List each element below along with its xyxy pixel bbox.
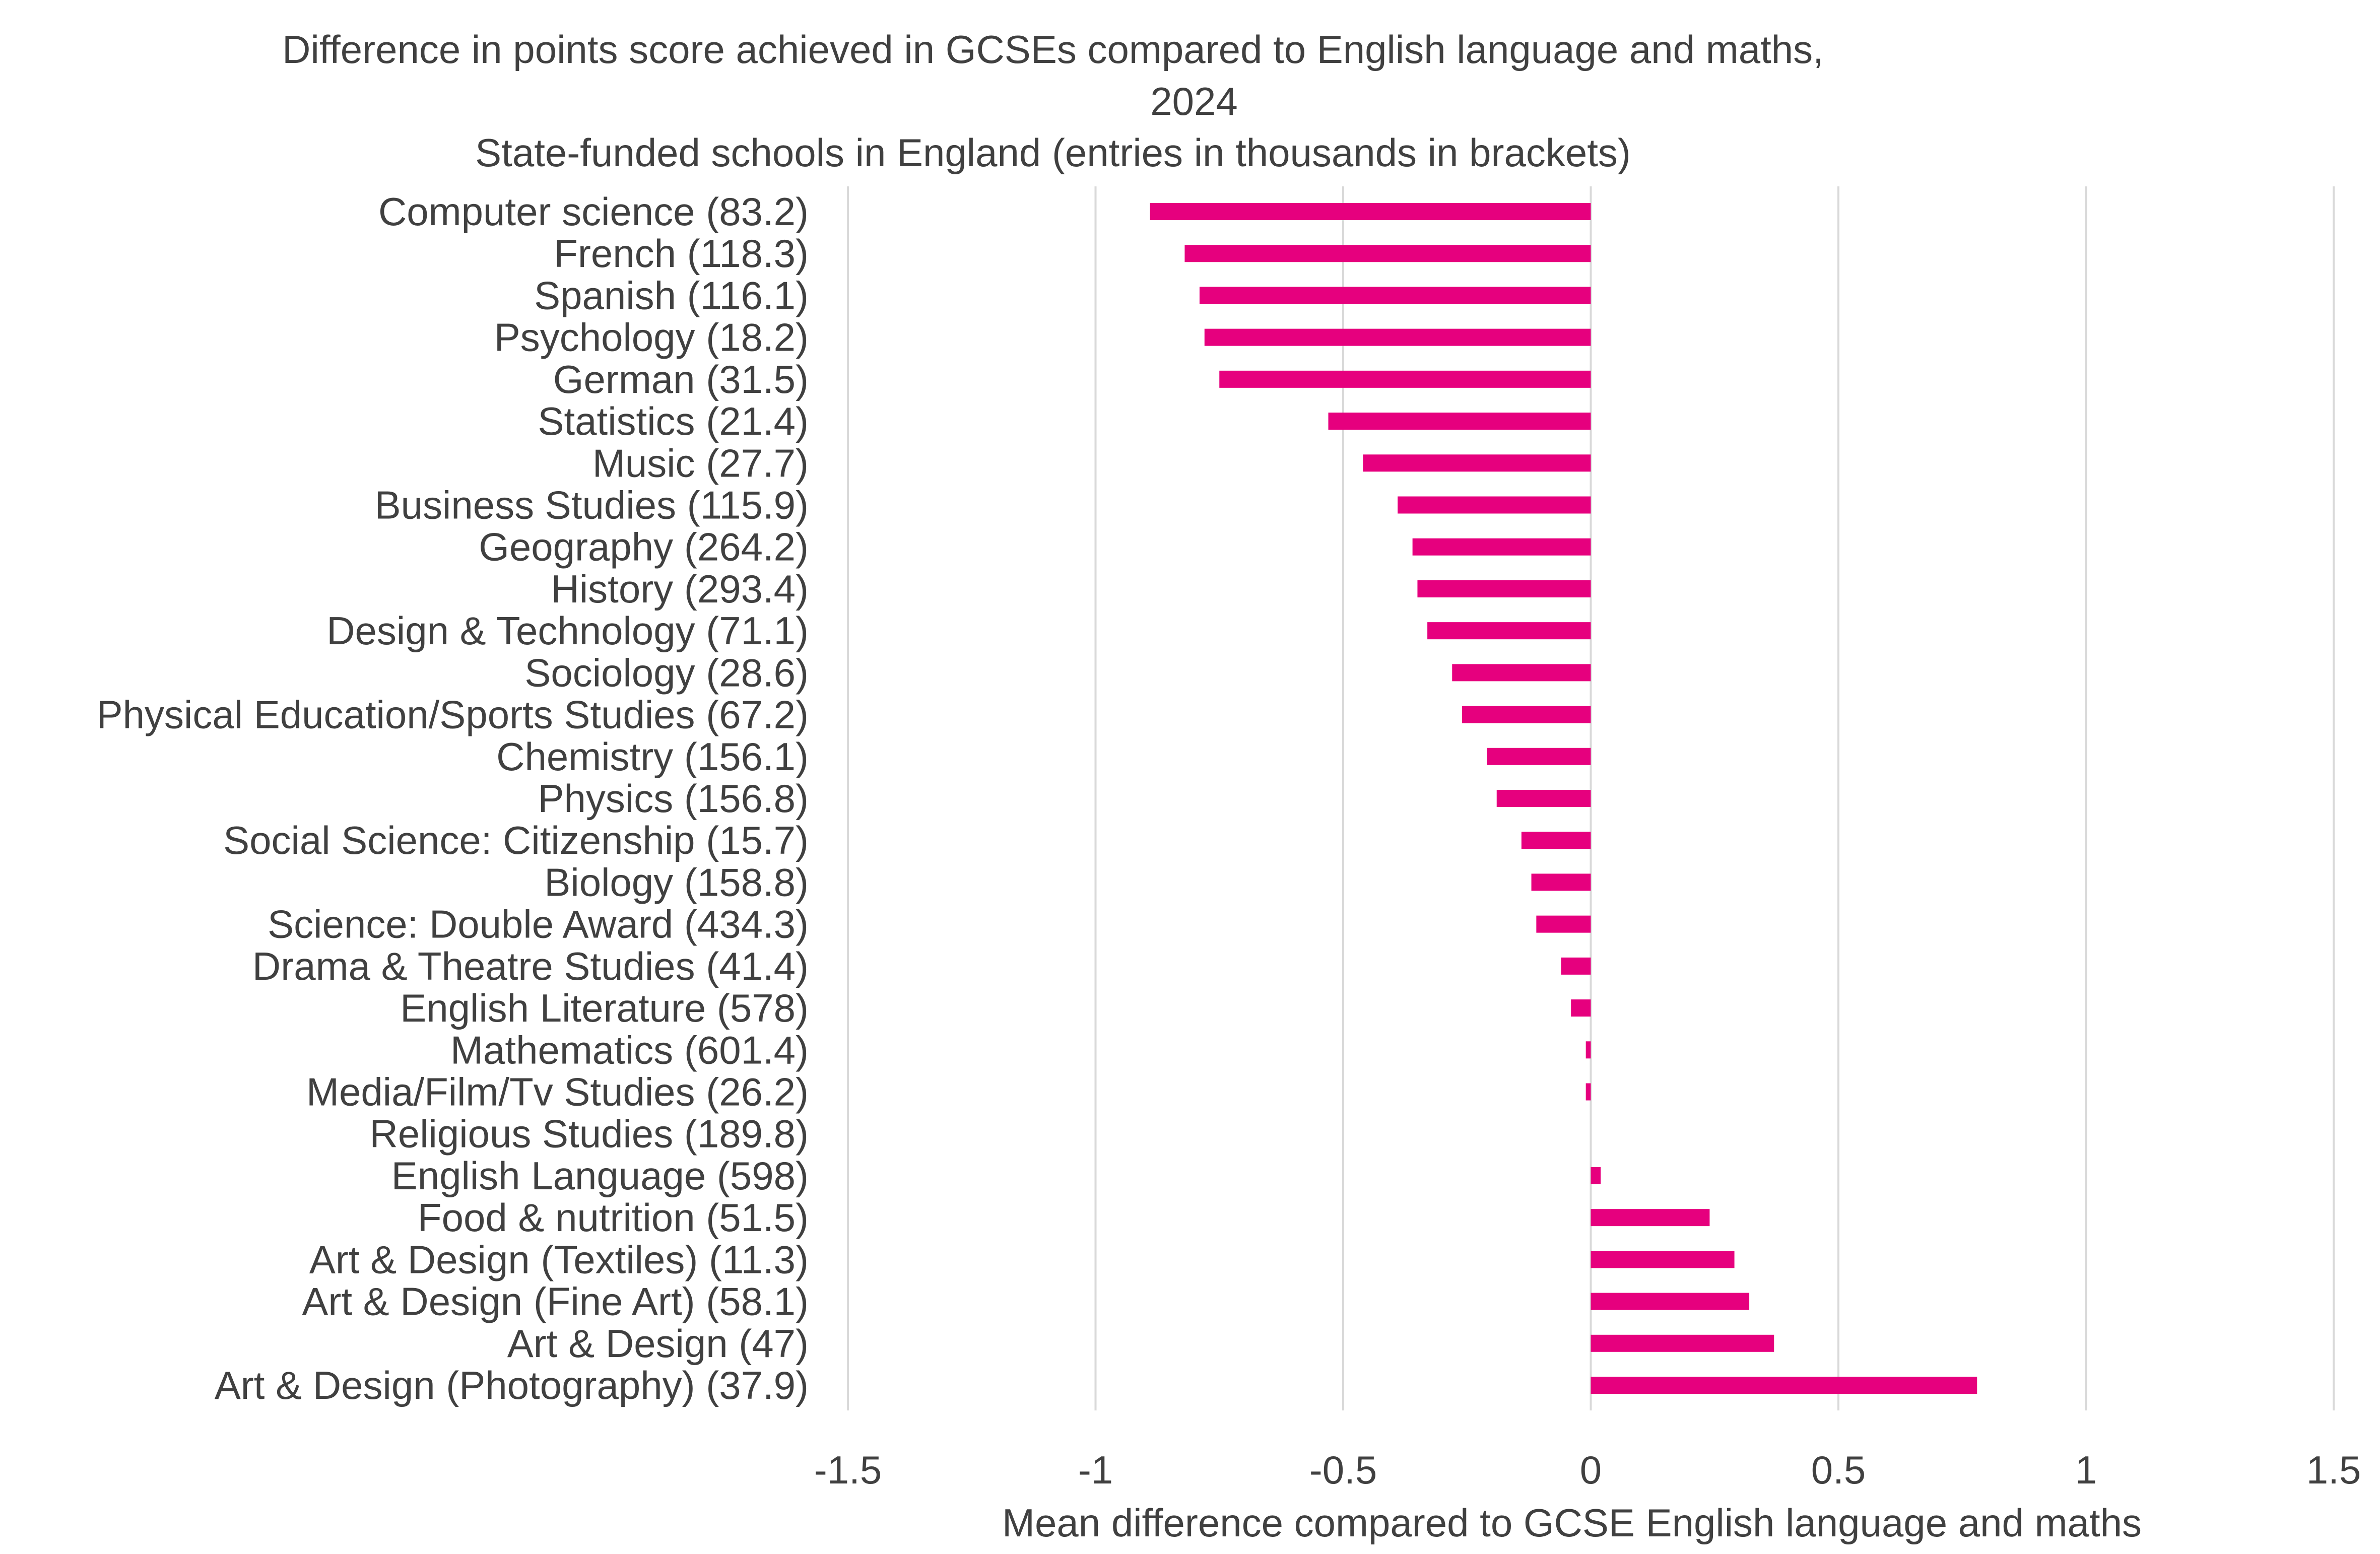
category-label: Science: Double Award (434.3): [268, 902, 809, 947]
category-label: English Language (598): [391, 1154, 809, 1198]
category-label: Biology (158.8): [544, 860, 809, 904]
bar: [1536, 915, 1591, 933]
category-label: Psychology (18.2): [494, 315, 809, 360]
bar: [1487, 748, 1591, 765]
category-label: Music (27.7): [592, 441, 809, 485]
category-label: Spanish (116.1): [534, 273, 809, 317]
x-tick-label: -1.5: [814, 1448, 882, 1492]
bar: [1427, 622, 1591, 640]
chart-title-group: Difference in points score achieved in G…: [282, 27, 1824, 175]
bar: [1531, 873, 1591, 891]
bar: [1417, 580, 1591, 597]
bar: [1496, 790, 1591, 807]
bar: [1452, 664, 1591, 682]
bar: [1204, 328, 1591, 346]
bar: [1591, 1251, 1735, 1268]
x-tick-label: -1: [1078, 1448, 1113, 1492]
category-label: Food & nutrition (51.5): [418, 1195, 809, 1240]
chart-title-line-1: Difference in points score achieved in G…: [282, 27, 1824, 72]
bar: [1199, 287, 1591, 304]
category-label: Media/Film/Tv Studies (26.2): [306, 1070, 809, 1114]
bar: [1363, 454, 1591, 472]
category-label: Design & Technology (71.1): [326, 609, 809, 653]
bar: [1591, 1167, 1601, 1184]
category-label: Statistics (21.4): [538, 399, 809, 443]
x-tick-label: 1.5: [2306, 1448, 2361, 1492]
category-label: Art & Design (47): [507, 1321, 809, 1366]
x-tick-label: 0: [1580, 1448, 1602, 1492]
x-tick-label: 1: [2075, 1448, 2097, 1492]
bar: [1591, 1293, 1750, 1310]
bar: [1585, 1041, 1591, 1059]
category-label: French (118.3): [554, 231, 809, 276]
category-label: Art & Design (Photography) (37.9): [215, 1363, 809, 1407]
category-label: Art & Design (Textiles) (11.3): [309, 1237, 809, 1281]
gridlines: [847, 186, 2335, 1410]
category-label: Geography (264.2): [479, 525, 809, 569]
category-label: Computer science (83.2): [378, 189, 809, 234]
category-label: Social Science: Citizenship (15.7): [223, 818, 809, 862]
chart-subtitle: State-funded schools in England (entries…: [475, 130, 1631, 175]
category-label: German (31.5): [553, 357, 809, 401]
category-label: English Literature (578): [400, 986, 809, 1030]
category-label: Mathematics (601.4): [450, 1028, 809, 1072]
category-label: Religious Studies (189.8): [370, 1112, 809, 1156]
x-tick-labels: -1.5 -1 -0.5 0 0.5 1 1.5: [814, 1448, 2361, 1492]
bar: [1521, 832, 1591, 849]
category-label: Art & Design (Fine Art) (58.1): [302, 1279, 809, 1324]
bar: [1328, 413, 1591, 430]
bar: [1571, 999, 1591, 1017]
bar: [1184, 245, 1591, 262]
x-tick-label: -0.5: [1309, 1448, 1377, 1492]
category-label: Physical Education/Sports Studies (67.2): [97, 693, 809, 737]
x-axis-label: Mean difference compared to GCSE English…: [1002, 1501, 2142, 1545]
bars: [1150, 203, 1977, 1394]
category-label: Drama & Theatre Studies (41.4): [252, 944, 809, 988]
chart-title-line-2: 2024: [1150, 79, 1238, 123]
bar: [1585, 1083, 1591, 1101]
category-label: Physics (156.8): [538, 776, 809, 821]
bar: [1412, 538, 1591, 556]
category-label: Business Studies (115.9): [375, 483, 809, 527]
category-label: Sociology (28.6): [524, 650, 809, 695]
category-label: History (293.4): [551, 567, 809, 611]
bar: [1398, 496, 1591, 514]
bar: [1561, 957, 1591, 975]
bar: [1219, 370, 1591, 388]
bar: [1591, 1209, 1710, 1227]
x-tick-label: 0.5: [1811, 1448, 1866, 1492]
category-label: Chemistry (156.1): [496, 734, 809, 779]
bar: [1591, 1334, 1774, 1352]
category-labels: Computer science (83.2)French (118.3)Spa…: [97, 189, 809, 1407]
bar: [1462, 706, 1591, 723]
bar: [1150, 203, 1591, 220]
bar: [1591, 1377, 1977, 1394]
